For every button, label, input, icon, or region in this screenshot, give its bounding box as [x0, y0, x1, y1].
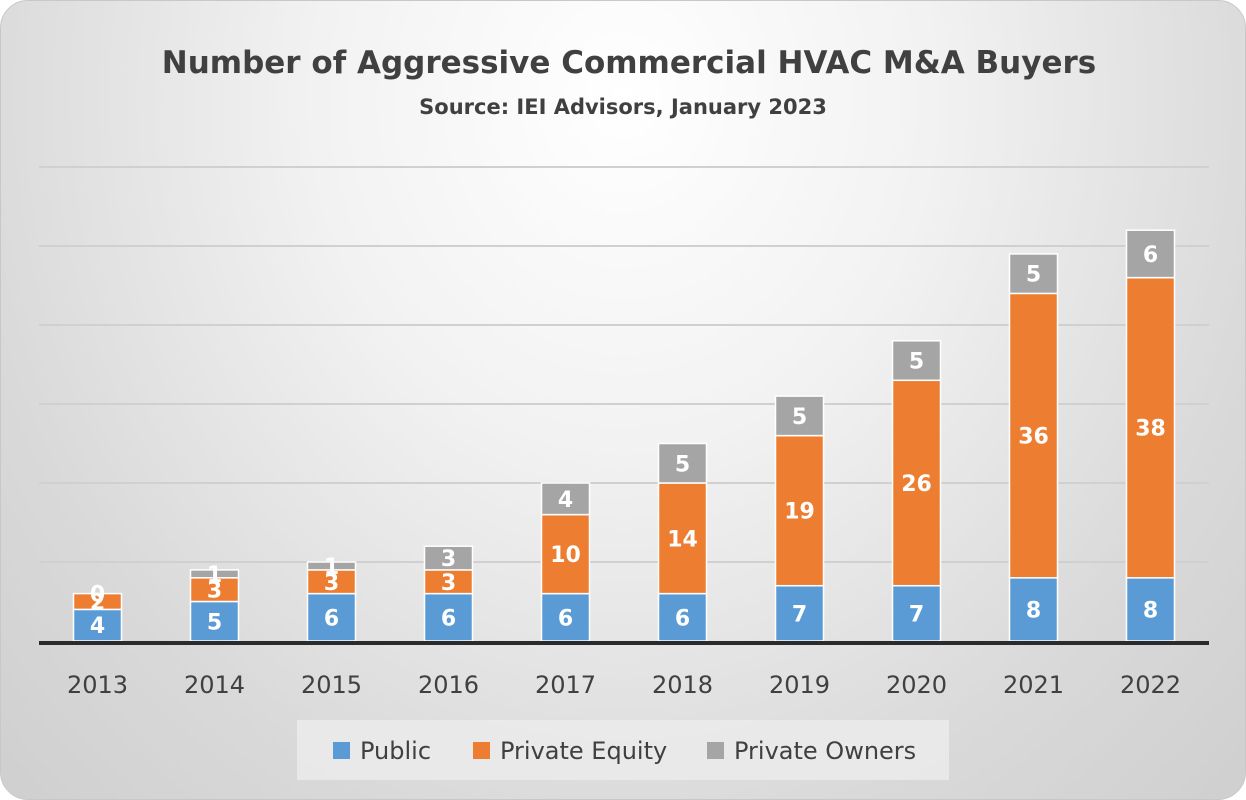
data-label-private-owners-2019: 5	[792, 405, 807, 430]
legend-swatch-public	[333, 742, 350, 759]
data-label-private-owners-2018: 5	[675, 452, 690, 477]
legend: Public Private Equity Private Owners	[333, 737, 916, 765]
bar-private-equity-2022	[1125, 276, 1176, 579]
bar-private-equity-2020	[891, 379, 942, 587]
x-tick-label: 2020	[886, 671, 947, 699]
data-label-private-owners-2017: 4	[558, 488, 573, 513]
bar-private-equity-2018	[657, 482, 708, 595]
bar-private-equity-2021	[1008, 292, 1059, 579]
data-label-public-2018: 6	[675, 606, 690, 631]
data-label-private-owners-2015: 1	[324, 555, 339, 580]
data-label-public-2020: 7	[909, 602, 924, 627]
legend-label-public: Public	[360, 737, 431, 765]
x-tick-label: 2015	[301, 671, 362, 699]
bar-public-2014	[189, 600, 240, 642]
data-label-public-2014: 5	[207, 610, 222, 635]
chart-subtitle: Source: IEI Advisors, January 2023	[419, 95, 827, 119]
bar-private-owners-2019	[774, 395, 825, 437]
data-label-private-equity-2015: 3	[324, 571, 339, 596]
data-label-public-2015: 6	[324, 606, 339, 631]
legend-box	[297, 720, 949, 780]
x-tick-label: 2021	[1003, 671, 1064, 699]
x-tick-labels: 2013 2014 2015 2016 2017 2018 2019 2020 2021 2022	[67, 671, 1181, 699]
legend-label-private-equity: Private Equity	[500, 737, 667, 765]
data-label-private-equity-2017: 10	[550, 543, 581, 568]
legend-swatch-private-owners	[707, 742, 724, 759]
data-label-private-owners-2014: 1	[207, 563, 222, 588]
data-label-private-owners-2013: 0	[90, 583, 105, 608]
data-label-private-equity-2021: 36	[1018, 425, 1049, 450]
data-label-private-equity-2019: 19	[784, 500, 815, 525]
data-label-private-equity-2022: 38	[1135, 417, 1166, 442]
bar-public-2016	[423, 592, 474, 642]
data-label-private-equity-2016: 3	[441, 571, 456, 596]
data-label-public-2017: 6	[558, 606, 573, 631]
data-label-private-owners-2022: 6	[1143, 243, 1158, 268]
x-tick-label: 2014	[184, 671, 245, 699]
bar-private-owners-2016	[423, 545, 474, 571]
data-label-private-equity-2013: 2	[90, 591, 105, 616]
data-label-private-equity-2020: 26	[901, 472, 932, 497]
bar-private-owners-2017	[540, 482, 591, 516]
bar-private-owners-2014	[189, 569, 240, 579]
x-tick-label: 2013	[67, 671, 128, 699]
data-label-private-owners-2020: 5	[909, 350, 924, 375]
x-tick-label: 2018	[652, 671, 713, 699]
data-label-private-equity-2018: 14	[667, 527, 698, 552]
bar-private-owners-2021	[1008, 253, 1059, 295]
bar-private-owners-2020	[891, 340, 942, 382]
data-label-public-2016: 6	[441, 606, 456, 631]
x-tick-label: 2017	[535, 671, 596, 699]
bar-private-owners-2015	[306, 561, 357, 571]
data-label-public-2022: 8	[1143, 598, 1158, 623]
legend-swatch-private-equity	[473, 742, 490, 759]
bar-private-equity-2017	[540, 513, 591, 595]
bar-private-owners-2018	[657, 442, 708, 484]
bar-public-2018	[657, 592, 708, 642]
x-tick-label: 2016	[418, 671, 479, 699]
bar-private-equity-2013	[72, 592, 123, 611]
data-label-private-equity-2014: 3	[207, 579, 222, 604]
data-label-public-2019: 7	[792, 602, 807, 627]
data-label-private-owners-2021: 5	[1026, 263, 1041, 288]
bar-private-equity-2019	[774, 434, 825, 587]
x-tick-label: 2022	[1120, 671, 1181, 699]
legend-label-private-owners: Private Owners	[734, 737, 916, 765]
bar-private-owners-2022	[1125, 229, 1176, 279]
data-label-public-2013: 4	[90, 614, 105, 639]
x-tick-label: 2019	[769, 671, 830, 699]
data-label-public-2021: 8	[1026, 598, 1041, 623]
data-label-private-owners-2016: 3	[441, 547, 456, 572]
chart-title: Number of Aggressive Commercial HVAC M&A…	[162, 45, 1096, 81]
bar-public-2022	[1125, 577, 1176, 642]
